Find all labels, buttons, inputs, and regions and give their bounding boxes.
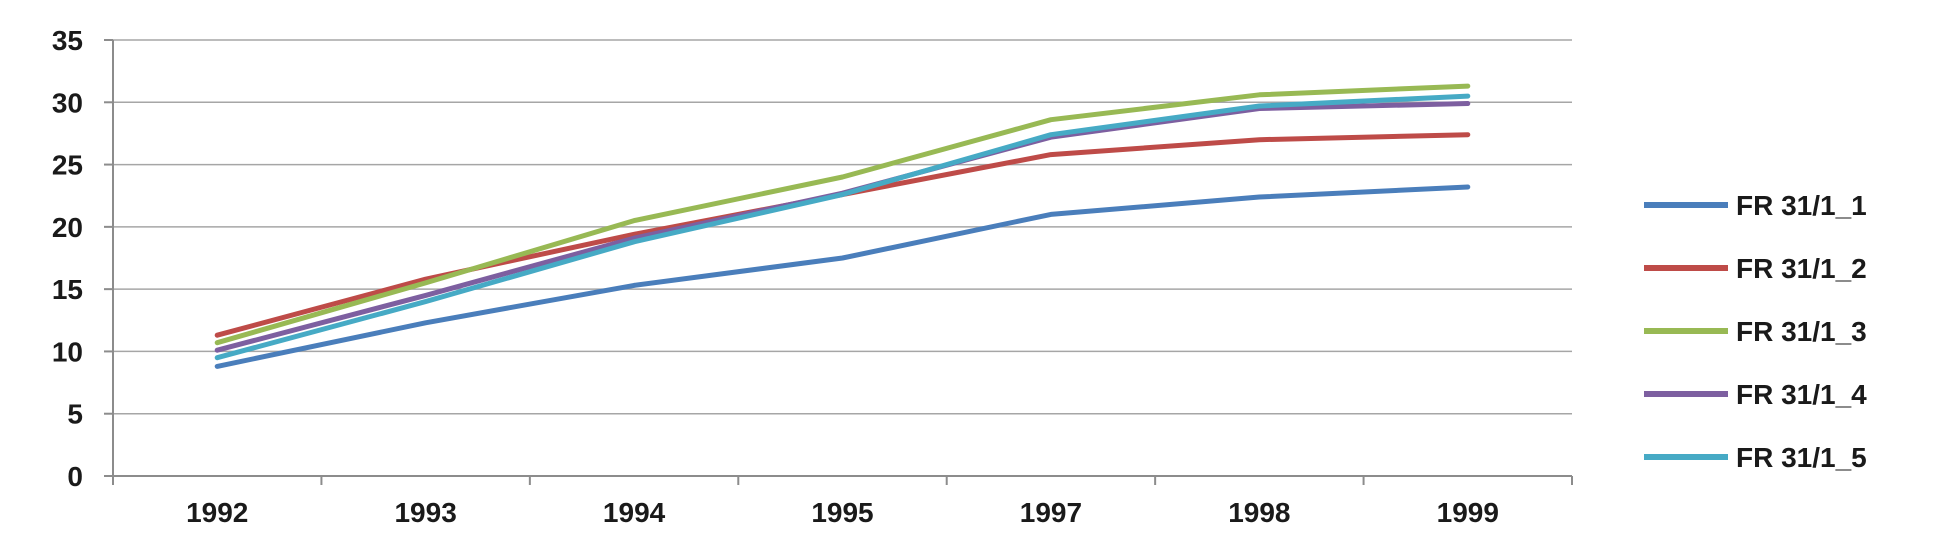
axes xyxy=(112,40,1572,482)
y-tick-label: 0 xyxy=(67,461,83,492)
legend: FR 31/1_1 FR 31/1_2 FR 31/1_3 FR 31/1_4 FR 3… xyxy=(1644,190,1867,473)
legend-label: FR 31/1_3 xyxy=(1736,316,1867,347)
y-axis-ticks: 0 5 10 15 20 25 30 35 xyxy=(52,25,113,492)
y-tick-label: 20 xyxy=(52,212,83,243)
x-axis-ticks: 1992 1993 1994 1995 1997 1998 1999 xyxy=(112,476,1573,528)
y-tick-label: 5 xyxy=(67,399,83,430)
x-tick-label: 1994 xyxy=(603,497,666,528)
legend-label: FR 31/1_2 xyxy=(1736,253,1867,284)
x-tick-label: 1998 xyxy=(1228,497,1290,528)
series-lines xyxy=(214,83,1471,369)
series-line-3 xyxy=(214,83,1471,346)
legend-label: FR 31/1_4 xyxy=(1736,379,1867,410)
legend-label: FR 31/1_1 xyxy=(1736,190,1867,221)
gridlines xyxy=(113,39,1572,415)
y-tick-label: 10 xyxy=(52,336,83,367)
series-line-1 xyxy=(214,184,1471,369)
x-tick-label: 1995 xyxy=(811,497,873,528)
y-tick-label: 35 xyxy=(52,25,83,56)
y-tick-label: 15 xyxy=(52,274,83,305)
x-tick-label: 1997 xyxy=(1020,497,1082,528)
x-tick-label: 1999 xyxy=(1437,497,1499,528)
legend-label: FR 31/1_5 xyxy=(1736,442,1867,473)
y-tick-label: 30 xyxy=(52,87,83,118)
x-tick-label: 1992 xyxy=(186,497,248,528)
x-tick-label: 1993 xyxy=(394,497,456,528)
y-tick-label: 25 xyxy=(52,150,83,181)
series-line-5 xyxy=(214,93,1471,361)
